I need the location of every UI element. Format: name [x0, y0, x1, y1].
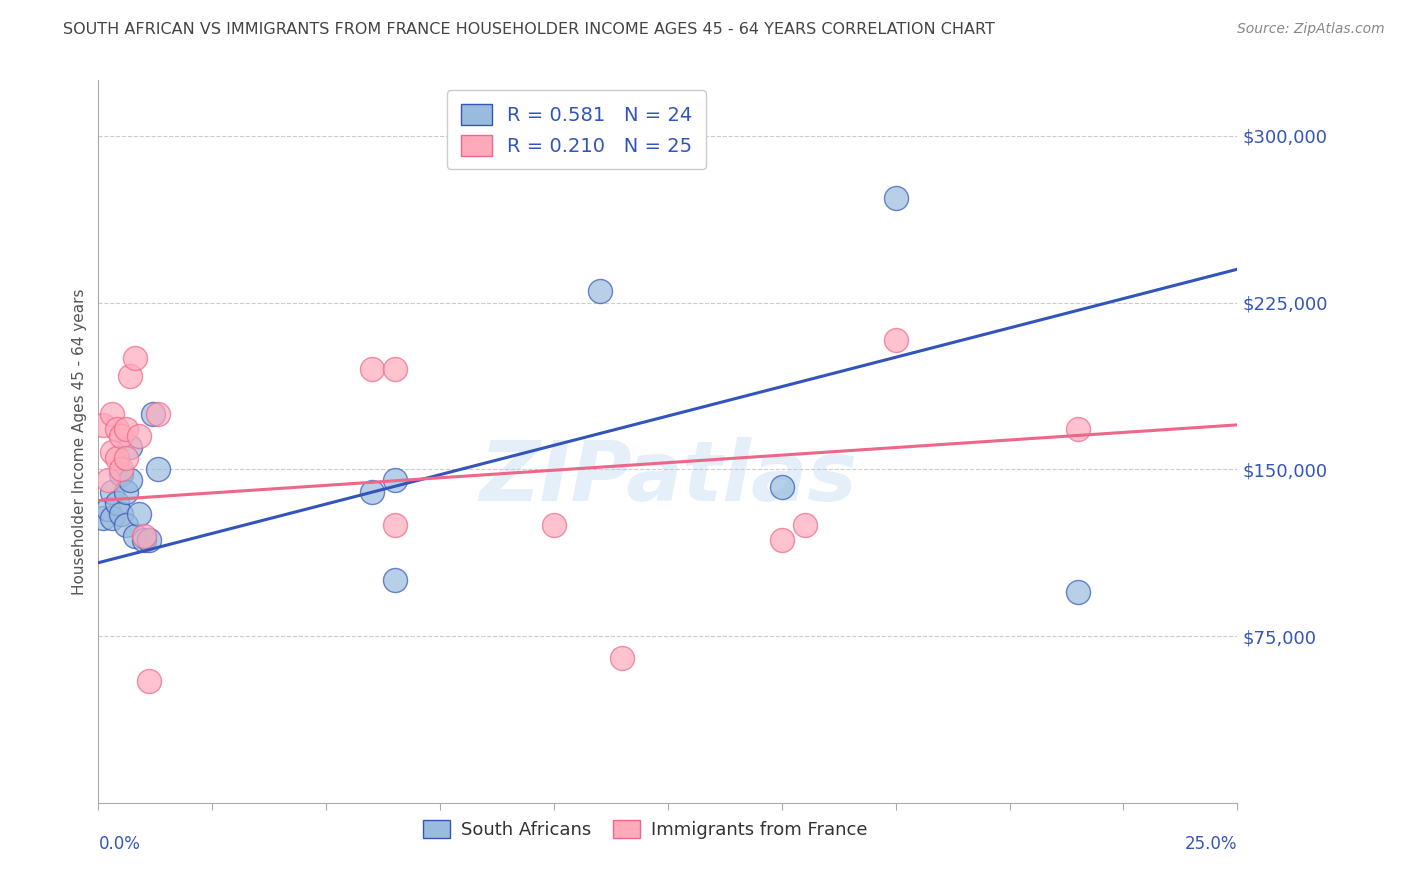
- Point: [114, 517, 136, 532]
- Point: [142, 407, 165, 421]
- Y-axis label: Householder Income Ages 45 - 64 years: Householder Income Ages 45 - 64 years: [72, 288, 87, 595]
- Point: [1067, 422, 1090, 436]
- Point: [101, 511, 124, 525]
- Point: [138, 673, 160, 688]
- Point: [114, 451, 136, 466]
- Point: [1067, 584, 1090, 599]
- Point: [110, 467, 132, 481]
- Point: [110, 429, 132, 443]
- Text: SOUTH AFRICAN VS IMMIGRANTS FROM FRANCE HOUSEHOLDER INCOME AGES 45 - 64 YEARS CO: SOUTH AFRICAN VS IMMIGRANTS FROM FRANCE …: [63, 22, 995, 37]
- Text: 0.0%: 0.0%: [98, 835, 141, 854]
- Point: [124, 351, 146, 366]
- Point: [128, 507, 150, 521]
- Point: [91, 511, 114, 525]
- Point: [384, 517, 406, 532]
- Text: Source: ZipAtlas.com: Source: ZipAtlas.com: [1237, 22, 1385, 37]
- Point: [120, 368, 142, 383]
- Legend: South Africans, Immigrants from France: South Africans, Immigrants from France: [413, 811, 876, 848]
- Point: [543, 517, 565, 532]
- Point: [770, 533, 793, 548]
- Point: [124, 529, 146, 543]
- Text: 25.0%: 25.0%: [1185, 835, 1237, 854]
- Point: [110, 507, 132, 521]
- Point: [384, 574, 406, 588]
- Point: [884, 191, 907, 205]
- Point: [384, 474, 406, 488]
- Point: [138, 533, 160, 548]
- Point: [105, 451, 128, 466]
- Point: [101, 407, 124, 421]
- Point: [132, 533, 155, 548]
- Point: [120, 474, 142, 488]
- Point: [770, 480, 793, 494]
- Point: [128, 429, 150, 443]
- Point: [612, 651, 634, 665]
- Point: [132, 529, 155, 543]
- Point: [114, 422, 136, 436]
- Point: [96, 502, 118, 516]
- Point: [114, 484, 136, 499]
- Point: [360, 484, 382, 499]
- Point: [96, 474, 118, 488]
- Point: [110, 462, 132, 476]
- Point: [105, 496, 128, 510]
- Point: [384, 362, 406, 376]
- Point: [101, 444, 124, 458]
- Point: [91, 417, 114, 432]
- Point: [105, 422, 128, 436]
- Point: [146, 462, 169, 476]
- Point: [360, 362, 382, 376]
- Point: [793, 517, 815, 532]
- Point: [120, 440, 142, 454]
- Point: [101, 484, 124, 499]
- Point: [588, 285, 610, 299]
- Text: ZIPatlas: ZIPatlas: [479, 437, 856, 518]
- Point: [146, 407, 169, 421]
- Point: [884, 334, 907, 348]
